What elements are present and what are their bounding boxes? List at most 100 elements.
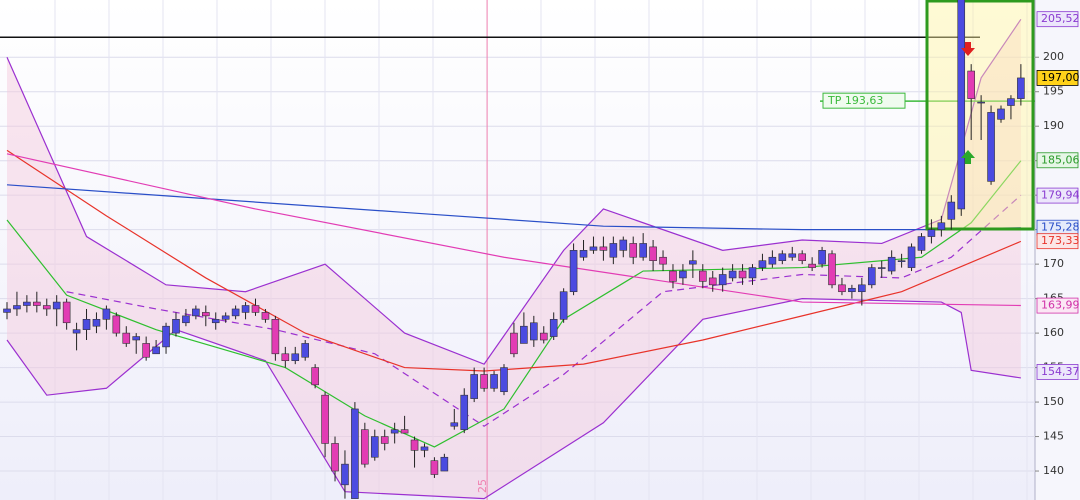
candle-body	[351, 408, 359, 499]
candle-body	[520, 325, 528, 344]
candle-body	[987, 112, 995, 182]
y-tick-label: 195	[1043, 85, 1064, 98]
candle-body	[708, 277, 717, 286]
candle-body	[1007, 98, 1015, 106]
candle-body	[331, 443, 339, 472]
candle-body	[460, 394, 469, 430]
candle-body	[599, 246, 608, 251]
candle-body	[182, 315, 190, 324]
band-fill	[7, 19, 1021, 499]
y-tick-label: 160	[1043, 326, 1064, 339]
price-label-box	[1036, 233, 1079, 250]
price-label-box	[1036, 187, 1079, 204]
price-label: 197,00	[1041, 71, 1080, 84]
candle-body	[748, 267, 757, 279]
candle-body	[798, 253, 807, 261]
candle-body	[937, 222, 946, 230]
candle-body	[917, 236, 926, 251]
candle-body	[42, 305, 51, 310]
candle-body	[738, 270, 747, 279]
candle-body	[361, 429, 369, 465]
buy-arrow	[961, 150, 975, 164]
candle-body	[997, 108, 1005, 120]
candle-body	[619, 239, 628, 251]
candle-body	[649, 246, 657, 261]
price-label-box	[1036, 70, 1079, 86]
candle-body	[778, 253, 787, 261]
candle-body	[639, 243, 647, 258]
candle-body	[977, 101, 985, 104]
candle-body	[530, 322, 538, 341]
candle-body	[887, 256, 896, 272]
candle-body	[122, 332, 131, 344]
candle-body	[698, 270, 707, 282]
price-label: 179,94	[1041, 189, 1080, 202]
level-label-box	[822, 92, 906, 109]
candle-body	[420, 446, 429, 451]
candle-body	[370, 436, 379, 458]
indicator-line	[6, 298, 1021, 500]
price-label: 205,52	[1041, 12, 1080, 25]
candle-body	[202, 312, 210, 317]
candle-body	[818, 250, 826, 265]
candle-body	[281, 353, 290, 361]
candle-body	[569, 250, 578, 293]
candle-body	[539, 332, 548, 341]
candle-body	[390, 429, 399, 434]
candle-body	[440, 456, 449, 472]
candle-body	[62, 301, 71, 324]
candle-body	[380, 436, 389, 444]
candle-body	[341, 463, 349, 486]
y-tick-label: 170	[1043, 257, 1064, 270]
candle-body	[271, 319, 280, 355]
candle-body	[679, 270, 687, 279]
candle-body	[659, 256, 667, 265]
candle-body	[490, 374, 498, 389]
candle-body	[589, 246, 598, 251]
y-tick-label: 145	[1043, 430, 1064, 443]
candle-body	[430, 460, 439, 475]
candle-body	[132, 336, 141, 341]
candle-body	[251, 305, 260, 313]
candle-body	[579, 250, 588, 258]
candle-body	[480, 374, 488, 389]
indicator-line	[6, 153, 1021, 307]
plot-background	[0, 0, 1035, 500]
candle-body	[500, 367, 508, 393]
candle-body	[788, 253, 797, 258]
candle-body	[52, 301, 61, 310]
candle-body	[291, 353, 300, 361]
candle-body	[400, 429, 409, 434]
candle-body	[33, 301, 41, 306]
candle-body	[609, 243, 618, 258]
candle-body	[72, 329, 81, 334]
candle-body	[858, 284, 866, 293]
candle-body	[718, 274, 727, 286]
price-label: 163,99	[1041, 299, 1080, 312]
candle-body	[241, 305, 250, 313]
candle-body	[221, 315, 230, 320]
candle-body	[470, 374, 478, 399]
candle-body	[907, 246, 916, 268]
price-label: 185,06	[1041, 153, 1080, 166]
price-label-box	[1036, 152, 1079, 169]
candle-body	[728, 270, 737, 279]
candle-body	[967, 70, 975, 99]
candle-body	[768, 256, 777, 265]
price-label-box	[1036, 364, 1079, 380]
candle-body	[321, 394, 329, 444]
level-label: TP 193,63	[827, 94, 883, 107]
sell-arrow	[961, 42, 975, 56]
candle-body	[162, 325, 170, 348]
candle-body	[192, 308, 200, 317]
candle-body	[261, 312, 270, 320]
candle-body	[808, 263, 816, 268]
candle-body	[82, 319, 91, 330]
candle-body	[758, 260, 767, 268]
candle-body	[92, 319, 101, 327]
price-label: 173,33	[1041, 234, 1080, 247]
candle-body	[3, 308, 11, 313]
y-tick-label: 140	[1043, 464, 1064, 477]
